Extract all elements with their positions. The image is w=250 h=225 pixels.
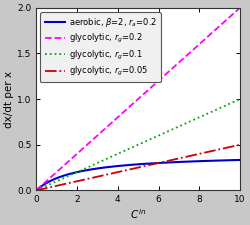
aerobic, $\beta$=2, $r_a$=0.2 (124, 164, 128, 166)
aerobic, $\beta$=2, $r_a$=0.2 (35, 189, 38, 192)
glycolytic, $r_g$=0.05 (197, 153, 200, 155)
glycolytic, $r_g$=0.2 (124, 109, 128, 111)
Legend: aerobic, $\beta$=2, $r_a$=0.2, glycolytic, $r_g$=0.2, glycolytic, $r_g$=0.1, gly: aerobic, $\beta$=2, $r_a$=0.2, glycolyti… (40, 12, 160, 83)
glycolytic, $r_g$=0.2 (194, 47, 197, 49)
glycolytic, $r_g$=0.1 (124, 149, 128, 151)
glycolytic, $r_g$=0.05 (194, 153, 197, 156)
X-axis label: $C^{in}$: $C^{in}$ (130, 207, 146, 221)
Line: glycolytic, $r_g$=0.1: glycolytic, $r_g$=0.1 (36, 99, 240, 190)
glycolytic, $r_g$=0.1 (117, 152, 120, 155)
glycolytic, $r_g$=0.1 (197, 116, 200, 119)
glycolytic, $r_g$=0.05 (56, 184, 58, 187)
aerobic, $\beta$=2, $r_a$=0.2 (197, 160, 200, 162)
aerobic, $\beta$=2, $r_a$=0.2 (238, 159, 242, 161)
glycolytic, $r_g$=0.1 (56, 180, 58, 182)
Line: aerobic, $\beta$=2, $r_a$=0.2: aerobic, $\beta$=2, $r_a$=0.2 (36, 160, 240, 190)
glycolytic, $r_g$=0.1 (194, 118, 197, 121)
aerobic, $\beta$=2, $r_a$=0.2 (117, 165, 120, 167)
glycolytic, $r_g$=0.05 (124, 169, 128, 172)
glycolytic, $r_g$=0.05 (175, 158, 178, 160)
glycolytic, $r_g$=0.2 (35, 189, 38, 192)
glycolytic, $r_g$=0.1 (238, 98, 242, 100)
Line: glycolytic, $r_g$=0.2: glycolytic, $r_g$=0.2 (36, 8, 240, 190)
Line: glycolytic, $r_g$=0.05: glycolytic, $r_g$=0.05 (36, 145, 240, 190)
Y-axis label: dx/dt per x: dx/dt per x (4, 70, 14, 128)
glycolytic, $r_g$=0.2 (238, 6, 242, 9)
glycolytic, $r_g$=0.05 (117, 171, 120, 173)
aerobic, $\beta$=2, $r_a$=0.2 (194, 160, 197, 163)
aerobic, $\beta$=2, $r_a$=0.2 (56, 177, 58, 179)
glycolytic, $r_g$=0.2 (56, 170, 58, 173)
glycolytic, $r_g$=0.1 (35, 189, 38, 192)
glycolytic, $r_g$=0.2 (117, 115, 120, 118)
glycolytic, $r_g$=0.05 (35, 189, 38, 192)
aerobic, $\beta$=2, $r_a$=0.2 (175, 161, 178, 163)
glycolytic, $r_g$=0.1 (175, 126, 178, 129)
glycolytic, $r_g$=0.2 (197, 43, 200, 46)
glycolytic, $r_g$=0.2 (175, 64, 178, 66)
glycolytic, $r_g$=0.05 (238, 143, 242, 146)
